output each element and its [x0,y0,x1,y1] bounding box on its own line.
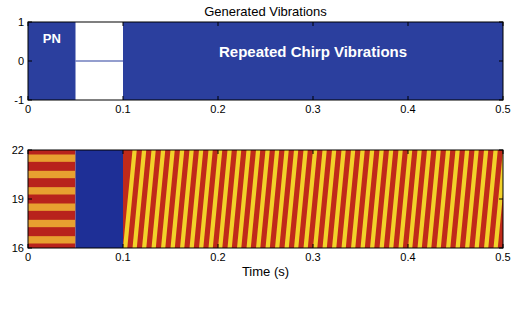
silent-segment [76,60,124,61]
x-tick [313,150,314,154]
chirp-region [123,150,503,248]
plot-area [28,150,503,248]
vibration-segment [28,22,76,100]
chart-svg: PN Repeated Chirp Vibrations Generated Vib… [0,0,517,322]
y-tick-label: 16 [12,242,24,254]
pn-band [28,154,76,161]
x-tick [218,22,219,26]
pn-band [28,203,76,210]
x-tick-label: 0.3 [305,103,320,115]
y-tick [28,199,32,200]
x-tick [503,244,504,248]
panel-envelope: PN Repeated Chirp Vibrations Generated Vib… [14,4,510,115]
y-tick-label: 22 [12,144,24,156]
silence-region [76,150,124,248]
x-tick [408,22,409,26]
x-tick [28,96,29,100]
y-tick-label: 1 [18,16,24,28]
plot-frame [28,22,503,100]
pn-band [28,171,76,178]
x-tick [28,22,29,26]
x-tick-label: 0.1 [115,103,130,115]
y-tick [28,248,32,249]
x-tick-label: 0.2 [210,103,225,115]
y-tick [499,22,503,23]
x-tick-label: 0.4 [400,103,415,115]
x-tick [123,96,124,100]
chirp [494,150,504,248]
x-tick [218,150,219,154]
pn-band [28,236,76,243]
x-tick-label: 0.4 [400,251,415,263]
x-tick [408,244,409,248]
plot-frame [28,150,503,248]
segment-label: Repeated Chirp Vibrations [219,43,407,60]
x-tick [313,96,314,100]
x-tick [123,22,124,26]
x-tick [28,244,29,248]
y-tick [499,100,503,101]
y-tick [499,199,503,200]
y-tick [499,61,503,62]
vibration-segment [123,22,503,100]
x-tick-label: 0 [25,103,31,115]
figure: PN Repeated Chirp Vibrations Generated Vib… [0,0,517,322]
x-tick [503,22,504,26]
labels: PN Repeated Chirp Vibrations [43,31,407,60]
x-tick [503,96,504,100]
x-tick-label: 0.1 [115,251,130,263]
y-tick-label: 19 [12,193,24,205]
y-tick-label: 0 [18,55,24,67]
panel-spectrogram: Time (s) 0 0.1 0.2 0.3 0.4 0.5 16 19 22 [12,144,511,279]
pn-region [28,150,76,248]
segment-label: PN [43,31,61,46]
x-tick [503,150,504,154]
x-tick [313,22,314,26]
x-tick-label: 0.2 [210,251,225,263]
x-tick [28,150,29,154]
x-tick [123,150,124,154]
y-tick [499,248,503,249]
x-tick-label: 0.5 [495,103,510,115]
x-tick [218,244,219,248]
plot-area [28,22,503,100]
y-tick [499,150,503,151]
pn-band [28,187,76,194]
x-axis-title: Time (s) [242,264,289,279]
x-tick [408,150,409,154]
x-tick [313,244,314,248]
y-tick [28,150,32,151]
x-tick-label: 0 [25,251,31,263]
pn-band [28,220,76,227]
x-tick [123,244,124,248]
y-tick [28,100,32,101]
y-tick [28,22,32,23]
y-tick-label: -1 [14,94,24,106]
x-tick [218,96,219,100]
x-tick [408,96,409,100]
y-tick [28,61,32,62]
x-tick-label: 0.5 [495,251,510,263]
x-tick-label: 0.3 [305,251,320,263]
title: Generated Vibrations [204,4,327,19]
